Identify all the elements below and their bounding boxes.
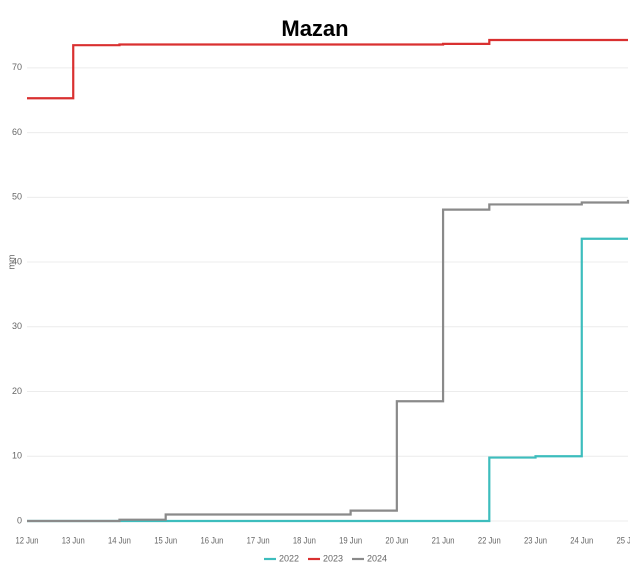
- x-tick-label: 16 Jun: [200, 535, 223, 546]
- x-tick-label: 22 Jun: [478, 535, 501, 546]
- y-axis-label: mm: [6, 255, 16, 270]
- y-tick-label: 50: [12, 192, 22, 202]
- y-tick-label: 0: [17, 515, 22, 525]
- series-line: [27, 237, 628, 523]
- x-tick-label: 15 Jun: [154, 535, 177, 546]
- x-tick-label: 20 Jun: [385, 535, 408, 546]
- x-tick-label: 23 Jun: [524, 535, 547, 546]
- x-tick-label: 21 Jun: [432, 535, 455, 546]
- y-tick-label: 40: [12, 256, 22, 266]
- series-line: [27, 38, 628, 100]
- series-line: [27, 199, 630, 523]
- x-tick-label: 25 Jun: [617, 535, 630, 546]
- legend-label: 2024: [367, 553, 387, 563]
- x-tick-label: 24 Jun: [570, 535, 593, 546]
- x-tick-label: 19 Jun: [339, 535, 362, 546]
- y-tick-label: 10: [12, 451, 22, 461]
- chart-title: Mazan: [281, 16, 348, 41]
- y-tick-label: 30: [12, 321, 22, 331]
- x-tick-label: 14 Jun: [108, 535, 131, 546]
- legend-label: 2023: [323, 553, 343, 563]
- y-tick-label: 20: [12, 386, 22, 396]
- legend-label: 2022: [279, 553, 299, 563]
- x-tick-label: 13 Jun: [62, 535, 85, 546]
- x-tick-label: 18 Jun: [293, 535, 316, 546]
- y-tick-label: 60: [12, 127, 22, 137]
- x-tick-label: 17 Jun: [247, 535, 270, 546]
- x-tick-label: 12 Jun: [16, 535, 39, 546]
- y-tick-label: 70: [12, 62, 22, 72]
